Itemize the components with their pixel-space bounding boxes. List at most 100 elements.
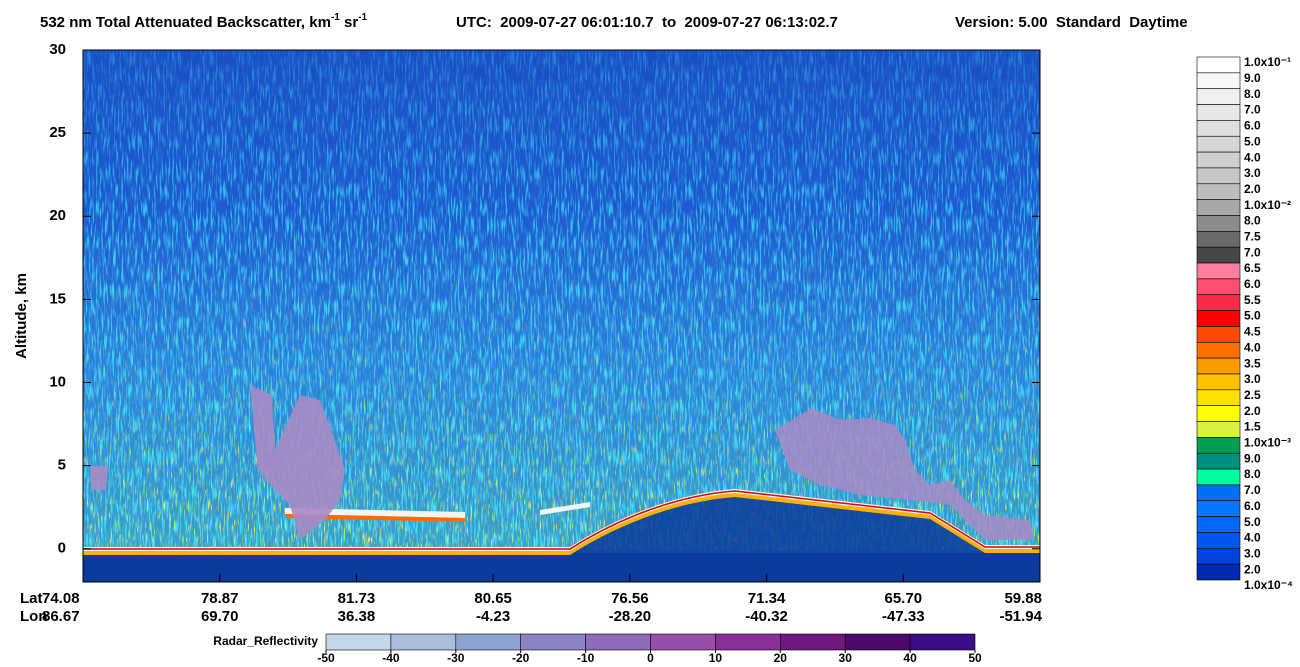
x-tick-lat: 74.08 <box>42 590 80 607</box>
radar-tick-label: -30 <box>447 651 465 665</box>
colorbar-swatch <box>1196 484 1241 502</box>
x-tick-lon: 36.38 <box>338 608 376 625</box>
radar-tick-label: 10 <box>709 651 723 665</box>
x-tick-lat: 59.88 <box>1004 590 1042 607</box>
colorbar-swatch <box>1196 231 1241 248</box>
colorbar-label: 5.0 <box>1244 515 1261 529</box>
title-part: sr <box>340 14 359 31</box>
colorbar-label: 2.0 <box>1244 562 1261 576</box>
colorbar-label: 3.0 <box>1244 372 1261 386</box>
x-tick-lat: 80.65 <box>474 590 512 607</box>
x-tick-lat: 81.73 <box>338 590 376 607</box>
colorbar-swatch <box>1196 262 1241 280</box>
colorbar-label: 8.0 <box>1244 87 1261 101</box>
x-tick-lat: 78.87 <box>201 590 239 607</box>
radar-tick-label: 20 <box>774 651 788 665</box>
colorbar-label: 9.0 <box>1244 451 1261 465</box>
colorbar-label: 1.0x10⁻² <box>1244 198 1291 212</box>
colorbar-swatch <box>1196 516 1241 533</box>
title-part: -1 <box>358 12 367 23</box>
x-tick-lat: 71.34 <box>748 590 786 607</box>
colorbar-label: 6.0 <box>1244 499 1261 513</box>
colorbar-swatch <box>1196 532 1241 549</box>
colorbar-swatch <box>1196 246 1241 264</box>
colorbar-label: 7.0 <box>1244 103 1261 117</box>
radar-tick-label: 0 <box>647 651 654 665</box>
lon-label: Lon <box>20 608 48 625</box>
colorbar-swatch <box>1196 310 1241 327</box>
colorbar-swatch <box>1196 357 1241 375</box>
radar-tick-label: -50 <box>317 651 335 665</box>
colorbar-label: 4.0 <box>1244 150 1261 164</box>
colorbar-label: 5.5 <box>1244 293 1261 307</box>
colorbar-swatch <box>1196 326 1241 343</box>
colorbar-swatch <box>1196 56 1241 74</box>
colorbar-label: 6.5 <box>1244 261 1261 275</box>
radar-tick-label: -40 <box>382 651 400 665</box>
colorbar-swatch <box>1196 104 1241 121</box>
time-range: UTC: 2009-07-27 06:01:10.7 to 2009-07-27… <box>456 14 838 31</box>
colorbar-label: 6.0 <box>1244 277 1261 291</box>
radar-swatch <box>455 633 521 651</box>
colorbar-label: 1.0x10⁻⁴ <box>1244 578 1293 592</box>
radar-swatch <box>909 633 976 651</box>
radar-tick-label: -20 <box>512 651 530 665</box>
colorbar-swatch <box>1196 183 1241 200</box>
colorbar-label: 2.0 <box>1244 182 1261 196</box>
radar-swatch <box>390 633 457 651</box>
colorbar-label: 1.0x10⁻¹ <box>1244 55 1291 69</box>
y-tick-label: 30 <box>49 41 66 58</box>
colorbar-label: 9.0 <box>1244 71 1261 85</box>
colorbar-swatch <box>1196 151 1241 169</box>
lat-label: Lat <box>20 590 43 607</box>
radar-swatch <box>779 633 846 651</box>
x-tick-lon: -4.23 <box>476 608 510 625</box>
colorbar-swatch <box>1196 341 1241 359</box>
plot-frame <box>82 49 1041 583</box>
colorbar-label: 3.0 <box>1244 546 1261 560</box>
colorbar-label: 4.5 <box>1244 325 1261 339</box>
y-tick-label: 10 <box>49 373 66 390</box>
colorbar-swatch <box>1196 468 1241 486</box>
colorbar-swatch <box>1196 548 1241 565</box>
colorbar-label: 3.0 <box>1244 166 1261 180</box>
version: Version: 5.00 Standard Daytime <box>955 14 1188 31</box>
title-part: -1 <box>331 12 340 23</box>
x-tick-lon: -28.20 <box>609 608 652 625</box>
colorbar-swatch <box>1196 500 1241 517</box>
colorbar-label: 8.0 <box>1244 214 1261 228</box>
radar-swatch <box>715 633 781 651</box>
colorbar-swatch <box>1196 389 1241 406</box>
colorbar-swatch <box>1196 72 1241 89</box>
colorbar-label: 2.5 <box>1244 388 1261 402</box>
colorbar-label: 3.5 <box>1244 356 1261 370</box>
title-part: 532 nm Total Attenuated Backscatter, km <box>40 14 331 31</box>
colorbar-swatch <box>1196 421 1241 438</box>
colorbar-swatch <box>1196 88 1241 105</box>
y-tick-label: 25 <box>49 124 66 141</box>
x-tick-lat: 65.70 <box>885 590 923 607</box>
colorbar-swatch <box>1196 294 1241 311</box>
x-tick-lon: -47.33 <box>882 608 925 625</box>
radar-tick-label: 40 <box>903 651 917 665</box>
colorbar-label: 1.0x10⁻³ <box>1244 436 1291 450</box>
radar-swatch <box>844 633 911 651</box>
colorbar-label: 8.0 <box>1244 467 1261 481</box>
radar-tick-label: -10 <box>577 651 595 665</box>
colorbar-label: 7.0 <box>1244 483 1261 497</box>
colorbar-label: 4.0 <box>1244 531 1261 545</box>
colorbar-swatch <box>1196 278 1241 296</box>
colorbar-swatch <box>1196 373 1241 391</box>
radar-swatch <box>520 633 586 651</box>
colorbar-swatch <box>1196 120 1241 137</box>
x-tick-lat: 76.56 <box>611 590 649 607</box>
x-tick-lon: 69.70 <box>201 608 239 625</box>
colorbar-swatch <box>1196 167 1241 185</box>
x-tick-lon: -40.32 <box>745 608 788 625</box>
y-tick-label: 15 <box>49 290 66 307</box>
colorbar-swatch <box>1196 199 1241 216</box>
colorbar-swatch <box>1196 563 1241 581</box>
colorbar-swatch <box>1196 405 1241 422</box>
radar-tick-label: 50 <box>968 651 982 665</box>
